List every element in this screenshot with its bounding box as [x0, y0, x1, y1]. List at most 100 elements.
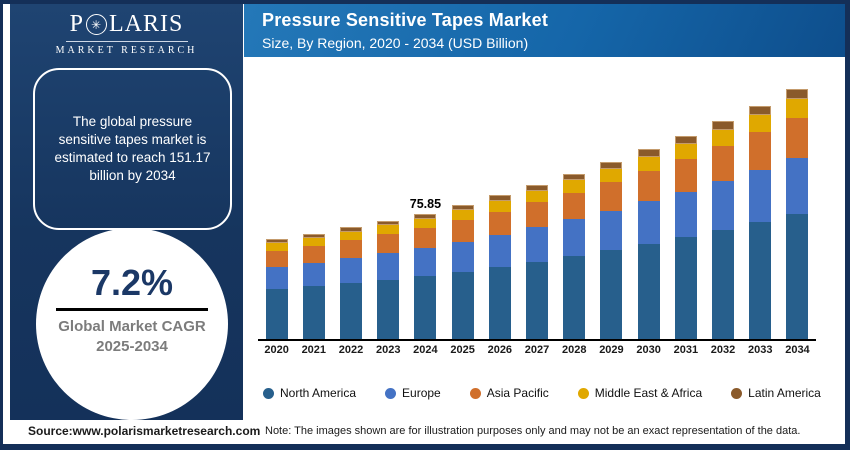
bar-segment-middle-east-africa [637, 156, 660, 172]
bar-column-2024: 75.85 [407, 67, 444, 339]
x-tick-label-2034: 2034 [785, 344, 810, 356]
stacked-bar-2020 [265, 239, 288, 339]
bar-segment-north-america [563, 256, 586, 339]
bar-segment-europe [600, 210, 623, 251]
bar-segment-north-america [488, 267, 511, 339]
stacked-bar-2021 [302, 233, 325, 339]
stacked-bar-2025 [451, 204, 474, 339]
bar-segment-europe [749, 169, 772, 223]
stacked-bar-2030 [637, 149, 660, 339]
bar-segment-north-america [451, 271, 474, 339]
bar-column-2021 [295, 67, 332, 339]
x-tick-label-2032: 2032 [710, 344, 736, 356]
bar-segment-latin-america [637, 149, 660, 157]
bar-segment-latin-america [302, 233, 325, 238]
cagr-label-line1: Global Market CAGR [58, 317, 206, 335]
cagr-value: 7.2% [90, 261, 174, 303]
bar-segment-north-america [377, 279, 400, 339]
legend-label: Asia Pacific [486, 386, 549, 400]
logo-letter-p: P [69, 11, 84, 37]
legend-item-middle-east-africa: Middle East & Africa [577, 386, 703, 400]
bar-segment-europe [526, 227, 549, 262]
cagr-label-line2: 2025-2034 [96, 338, 168, 355]
bar-segment-latin-america [600, 161, 623, 169]
bar-column-2030 [630, 67, 667, 339]
stacked-bar-2022 [340, 227, 362, 339]
polaris-logo: P ✳ LARIS MARKET RESEARCH [10, 11, 243, 56]
legend-item-asia-pacific: Asia Pacific [469, 386, 549, 400]
stacked-bar-2024 [414, 213, 437, 339]
page-subtitle: Size, By Region, 2020 - 2034 (USD Billio… [262, 35, 529, 51]
bar-segment-north-america [749, 222, 772, 339]
legend-item-north-america: North America [263, 386, 356, 400]
bar-segment-asia-pacific [451, 220, 474, 242]
stacked-bar-2034 [786, 89, 809, 339]
bar-column-2020 [258, 67, 295, 339]
bar-segment-europe [786, 157, 809, 214]
bar-segment-asia-pacific [488, 211, 511, 235]
x-tick-label-2024: 2024 [413, 344, 438, 356]
bar-column-2032 [704, 67, 741, 339]
source-text: Source:www.polarismarketresearch.com [28, 424, 261, 438]
page-background: P ✳ LARIS MARKET RESEARCH The global press… [3, 4, 845, 444]
cagr-circle-badge: 7.2% Global Market CAGR 2025-2034 [36, 228, 228, 420]
x-axis-labels: 2020 2021 2022 2023 2024 2025 2026 2027 2028 2029… [258, 344, 816, 356]
bar-segment-middle-east-africa [712, 129, 735, 147]
bar-segment-north-america [637, 244, 660, 339]
sidebar-panel: P ✳ LARIS MARKET RESEARCH The global press… [10, 4, 243, 420]
x-tick-label-2031: 2031 [673, 344, 699, 356]
bar-segment-latin-america [786, 89, 809, 100]
bar-column-2023 [370, 67, 407, 339]
bar-segment-north-america [600, 250, 623, 339]
bar-segment-latin-america [749, 105, 772, 115]
logo-letters-laris: LARIS [109, 11, 184, 37]
x-tick-label-2021: 2021 [301, 344, 327, 356]
bar-segment-middle-east-africa [526, 190, 549, 203]
bar-segment-europe [674, 191, 697, 238]
x-tick-label-2029: 2029 [599, 344, 624, 356]
legend-color-dot [577, 387, 589, 399]
bar-segment-asia-pacific [526, 202, 549, 228]
bar-segment-middle-east-africa [414, 218, 437, 229]
stacked-bar-2026 [488, 195, 511, 339]
compass-star-icon: ✳ [86, 14, 107, 35]
stacked-bar-2028 [563, 173, 586, 339]
bar-segment-latin-america [414, 213, 437, 219]
bar-segment-asia-pacific [302, 245, 325, 263]
bar-segment-europe [265, 266, 288, 290]
bar-segment-asia-pacific [637, 171, 660, 202]
bar-segment-north-america [265, 289, 288, 339]
bar-segment-north-america [340, 283, 362, 339]
legend-label: Middle East & Africa [594, 386, 703, 400]
bar-column-2028 [556, 67, 593, 339]
x-tick-label-2027: 2027 [524, 344, 550, 356]
bar-segment-middle-east-africa [749, 114, 772, 133]
legend-color-dot [731, 387, 743, 399]
bar-segment-asia-pacific [265, 250, 288, 267]
bar-segment-asia-pacific [786, 117, 809, 158]
market-estimate-text: The global pressure sensitive tapes mark… [54, 113, 211, 184]
legend-color-dot [385, 387, 397, 399]
bar-segment-middle-east-africa [451, 210, 474, 221]
bar-segment-latin-america [265, 239, 288, 244]
bar-segment-europe [712, 181, 735, 230]
bar-segment-north-america [302, 286, 325, 339]
bar-segment-europe [377, 253, 400, 280]
stacked-bar-2027 [526, 184, 549, 339]
x-tick-label-2030: 2030 [636, 344, 661, 356]
bar-segment-latin-america [377, 220, 400, 226]
chart-header: Pressure Sensitive Tapes Market Size, By… [244, 4, 845, 57]
legend-color-dot [469, 387, 481, 399]
bar-segment-europe [302, 262, 325, 287]
bar-segment-asia-pacific [340, 240, 362, 259]
bar-segment-asia-pacific [712, 146, 735, 181]
bar-segment-europe [451, 241, 474, 272]
market-estimate-callout-box: The global pressure sensitive tapes mark… [33, 68, 232, 230]
legend-label: North America [280, 386, 357, 400]
bar-segment-asia-pacific [674, 159, 697, 192]
x-tick-label-2025: 2025 [450, 344, 475, 356]
bar-segment-asia-pacific [414, 228, 437, 249]
legend-label: Latin America [748, 386, 821, 400]
bar-segment-north-america [674, 237, 697, 339]
